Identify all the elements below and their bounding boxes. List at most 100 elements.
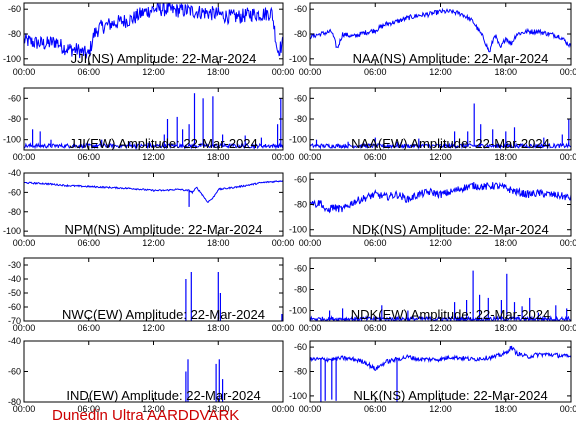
y-tick-label: -100: [289, 135, 307, 145]
y-tick-label: -80: [8, 29, 21, 39]
y-tick-label: -60: [8, 187, 21, 197]
amplitude-trace: [24, 3, 283, 59]
x-tick-label: 06:00: [364, 323, 387, 333]
y-tick-label: -50: [8, 288, 21, 298]
x-tick-label: 18:00: [207, 404, 230, 414]
y-tick-label: -80: [294, 29, 307, 39]
x-tick-label: 00:00: [13, 238, 36, 248]
amplitude-trace: [310, 345, 571, 372]
x-tick-label: 18:00: [207, 323, 230, 333]
amplitude-trace: [310, 7, 571, 53]
panel-title: NAA(NS) Amplitude: 22-Mar-2024: [353, 51, 549, 66]
x-tick-label: 00:00: [299, 404, 322, 414]
x-tick-label: 00:00: [272, 404, 295, 414]
y-tick-label: -80: [294, 114, 307, 124]
x-tick-label: 18:00: [207, 67, 230, 77]
panel-title: IND(EW) Amplitude: 22-Mar-2024: [66, 388, 260, 403]
x-tick-label: 18:00: [494, 404, 517, 414]
x-tick-label: 00:00: [299, 323, 322, 333]
amplitude-trace: [24, 142, 283, 150]
y-tick-label: -100: [289, 391, 307, 401]
y-tick-label: -80: [294, 285, 307, 295]
y-tick-label: -40: [8, 168, 21, 178]
panel-title: NPM(NS) Amplitude: 22-Mar-2024: [65, 222, 263, 237]
panel-title: NDK(EW) Amplitude: 22-Mar-2024: [351, 307, 550, 322]
x-tick-label: 06:00: [364, 238, 387, 248]
x-tick-label: 06:00: [364, 404, 387, 414]
x-tick-label: 00:00: [272, 67, 295, 77]
x-tick-label: 06:00: [77, 323, 100, 333]
amplitude-trace: [310, 181, 571, 214]
x-tick-label: 00:00: [560, 67, 576, 77]
x-tick-label: 18:00: [494, 152, 517, 162]
x-tick-label: 06:00: [364, 67, 387, 77]
amplitude-trace: [310, 141, 571, 150]
y-tick-label: -60: [294, 342, 307, 352]
x-tick-label: 00:00: [299, 152, 322, 162]
x-tick-label: 12:00: [142, 404, 165, 414]
y-tick-label: -100: [3, 135, 21, 145]
x-tick-label: 00:00: [13, 323, 36, 333]
x-tick-label: 18:00: [494, 67, 517, 77]
footer-label: Dunedin Ultra AARDDVARK: [52, 407, 240, 424]
x-tick-label: 18:00: [207, 152, 230, 162]
y-tick-label: -80: [8, 207, 21, 217]
y-tick-label: -80: [8, 397, 21, 407]
x-tick-label: 18:00: [207, 238, 230, 248]
y-tick-label: -100: [289, 54, 307, 64]
x-tick-label: 06:00: [364, 152, 387, 162]
amplitude-trace: [24, 179, 283, 204]
chart-panel: -80 -60 -40 00:00 06:00 12:00 18:00 00:00 IND(EW…: [8, 336, 294, 414]
y-tick-label: -100: [289, 306, 307, 316]
x-tick-label: 18:00: [494, 238, 517, 248]
x-tick-label: 00:00: [299, 67, 322, 77]
chart-panel: -100 -80 -60 00:00 06:00 12:00 18:00 00:00 NDK(E…: [289, 257, 576, 333]
y-tick-label: -60: [294, 174, 307, 184]
y-tick-label: -60: [8, 93, 21, 103]
x-tick-label: 00:00: [299, 238, 322, 248]
y-tick-label: -80: [294, 200, 307, 210]
chart-panel: -100 -80 -60 -40 00:00 06:00 12:00 18:00 00:00 NP…: [3, 168, 294, 248]
y-tick-label: -60: [294, 93, 307, 103]
x-tick-label: 00:00: [13, 152, 36, 162]
x-tick-label: 00:00: [272, 152, 295, 162]
panel-title: JJI(NS) Amplitude: 22-Mar-2024: [71, 51, 257, 66]
x-tick-label: 12:00: [142, 67, 165, 77]
y-tick-label: -100: [3, 54, 21, 64]
y-tick-label: -60: [8, 4, 21, 14]
y-tick-label: -60: [8, 367, 21, 377]
panel-title: JJI(EW) Amplitude: 22-Mar-2024: [69, 136, 258, 151]
x-tick-label: 00:00: [560, 238, 576, 248]
chart-panel: -100 -80 -60 00:00 06:00 12:00 18:00 00:00 NAA(N…: [289, 2, 576, 77]
x-tick-label: 00:00: [560, 323, 576, 333]
x-tick-label: 00:00: [272, 323, 295, 333]
y-tick-label: -40: [8, 336, 21, 346]
y-tick-label: -60: [294, 4, 307, 14]
panel-title: NAA(EW) Amplitude: 22-Mar-2024: [351, 136, 550, 151]
x-tick-label: 12:00: [429, 238, 452, 248]
x-tick-label: 06:00: [77, 67, 100, 77]
y-tick-label: -60: [8, 302, 21, 312]
x-tick-label: 00:00: [13, 404, 36, 414]
panel-title: NDK(NS) Amplitude: 22-Mar-2024: [352, 222, 549, 237]
x-tick-label: 12:00: [429, 323, 452, 333]
x-tick-label: 06:00: [77, 404, 100, 414]
x-tick-label: 12:00: [142, 152, 165, 162]
chart-panel: -100 -80 -60 00:00 06:00 12:00 18:00 00:00 JJI(N…: [3, 2, 294, 77]
panel-title: NLK(NS) Amplitude: 22-Mar-2024: [353, 388, 547, 403]
x-tick-label: 00:00: [560, 152, 576, 162]
y-tick-label: -60: [294, 264, 307, 274]
x-tick-label: 00:00: [560, 404, 576, 414]
x-tick-label: 12:00: [429, 67, 452, 77]
y-tick-label: -40: [8, 274, 21, 284]
y-tick-label: -80: [8, 114, 21, 124]
panel-title: NWC(EW) Amplitude: 22-Mar-2024: [62, 307, 265, 322]
x-tick-label: 12:00: [429, 152, 452, 162]
x-tick-label: 00:00: [13, 67, 36, 77]
x-tick-label: 00:00: [272, 238, 295, 248]
x-tick-label: 12:00: [429, 404, 452, 414]
chart-panel: -100 -80 -60 00:00 06:00 12:00 18:00 00:00 JJI(E…: [3, 87, 295, 162]
chart-panel: -100 -80 -60 00:00 06:00 12:00 18:00 00:00 NAA(E…: [289, 87, 576, 162]
x-tick-label: 06:00: [77, 152, 100, 162]
